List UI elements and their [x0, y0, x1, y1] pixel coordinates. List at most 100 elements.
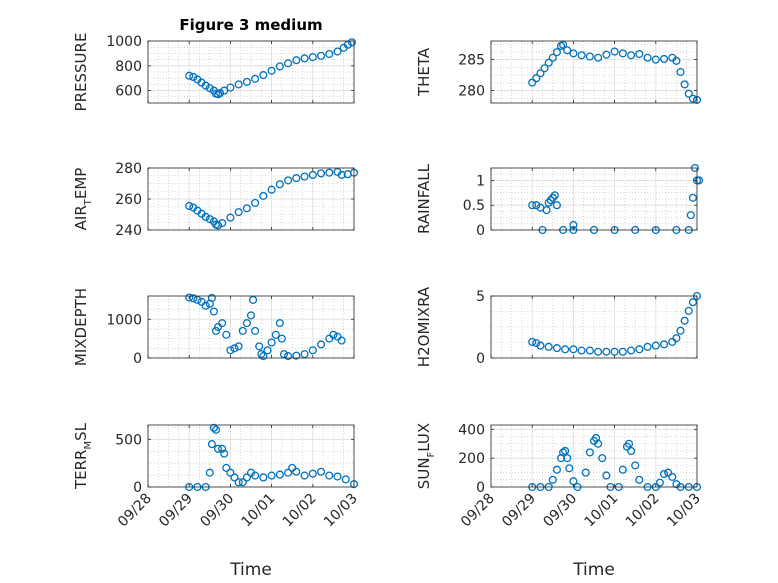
data-point [333, 472, 342, 481]
subplot-3: 240 260 280 AIRTEMP [72, 161, 359, 239]
data-point [659, 340, 669, 349]
data-point [207, 440, 216, 449]
data-point [218, 218, 227, 228]
data-point [300, 54, 309, 63]
data-point [246, 311, 256, 320]
data-point [257, 350, 266, 359]
y-tick-label: 0.5 [463, 198, 485, 214]
data-point [627, 346, 636, 355]
x-tick-label: 09/28 [458, 491, 498, 531]
subplot-6: 0 5 H2OMIXRA [415, 286, 702, 367]
axes-box [490, 40, 698, 104]
data-point [624, 439, 634, 448]
data-point [684, 89, 693, 98]
data-point [565, 464, 574, 473]
data-point [659, 469, 669, 479]
data-point [333, 47, 342, 56]
data-point [189, 72, 198, 82]
x-tick-label: 09/30 [197, 491, 237, 531]
data-point [259, 473, 268, 482]
data-point [635, 345, 644, 354]
axes-box [490, 424, 698, 488]
data-point [222, 463, 231, 472]
data-point [230, 344, 239, 353]
data-point [234, 80, 243, 89]
y-tick-label: 0 [476, 480, 485, 496]
y-tick-label: 1000 [106, 34, 142, 50]
data-point [325, 471, 334, 480]
data-point [275, 470, 284, 479]
data-point [563, 454, 572, 463]
x-tick-label: 10/03 [664, 491, 704, 531]
data-point [201, 212, 210, 221]
data-point [211, 326, 221, 335]
data-point [185, 293, 194, 302]
data-point [267, 471, 276, 480]
data-point [242, 473, 251, 482]
data-point [300, 471, 309, 480]
data-point [316, 467, 326, 476]
axes-box [147, 40, 355, 104]
data-point [316, 340, 326, 349]
data-point [189, 294, 198, 303]
data-point [672, 334, 681, 343]
data-point [635, 49, 644, 59]
data-point [325, 168, 334, 177]
data-point [207, 293, 216, 302]
y-axis-label: H2OMIXRA [415, 286, 433, 367]
data-point [585, 52, 594, 61]
x-tick-label: 10/02 [623, 491, 663, 531]
data-point [598, 454, 607, 463]
y-axis-label: PRESSURE [72, 33, 90, 112]
data-point [569, 49, 578, 58]
data-point [337, 336, 346, 345]
y-axis-label: MIXDEPTH [72, 288, 90, 366]
figure-title: Figure 3 medium [179, 16, 322, 34]
data-point [213, 444, 223, 453]
y-axis-label-tail: EMP [72, 168, 90, 199]
y-tick-label: 285 [458, 53, 485, 69]
data-point [242, 204, 251, 213]
data-point [255, 342, 264, 351]
data-point [271, 330, 280, 339]
data-point [577, 51, 586, 60]
data-point [602, 471, 611, 480]
data-point [275, 319, 284, 328]
data-point [259, 71, 268, 80]
data-point [643, 53, 652, 62]
data-point [220, 86, 229, 95]
data-point [300, 350, 309, 359]
x-tick-label: 09/30 [540, 491, 580, 531]
data-point [185, 71, 194, 80]
data-point [341, 475, 350, 484]
data-point [664, 468, 673, 477]
data-point [532, 74, 541, 83]
data-point [308, 53, 317, 62]
data-point [251, 326, 260, 335]
data-point [275, 180, 284, 189]
data-point [581, 468, 590, 477]
data-point [655, 478, 664, 487]
data-point [226, 346, 235, 355]
data-point [292, 56, 301, 65]
data-point [284, 176, 293, 185]
data-point [676, 67, 685, 77]
data-point [552, 465, 561, 474]
y-tick-label: 260 [115, 192, 142, 208]
data-point [544, 198, 553, 207]
data-point [688, 298, 697, 307]
subplot-8: 0 200 400 SUNFLUX 09/28 09/29 09/30 10/01 10/02 1… [415, 422, 704, 530]
data-point [680, 316, 689, 325]
x-axis-label-right: Time [572, 560, 615, 580]
data-point [585, 448, 594, 457]
data-point [226, 213, 235, 222]
data-point [552, 344, 561, 353]
x-tick-label: 09/29 [156, 491, 196, 531]
data-point [284, 59, 293, 68]
y-tick-label: 400 [458, 422, 485, 438]
data-point [602, 50, 611, 59]
y-axis-label: RAINFALL [415, 163, 433, 234]
data-point [234, 208, 243, 217]
data-point [325, 49, 334, 59]
subplot-1: 600 800 1000 PRESSURE [72, 33, 356, 112]
